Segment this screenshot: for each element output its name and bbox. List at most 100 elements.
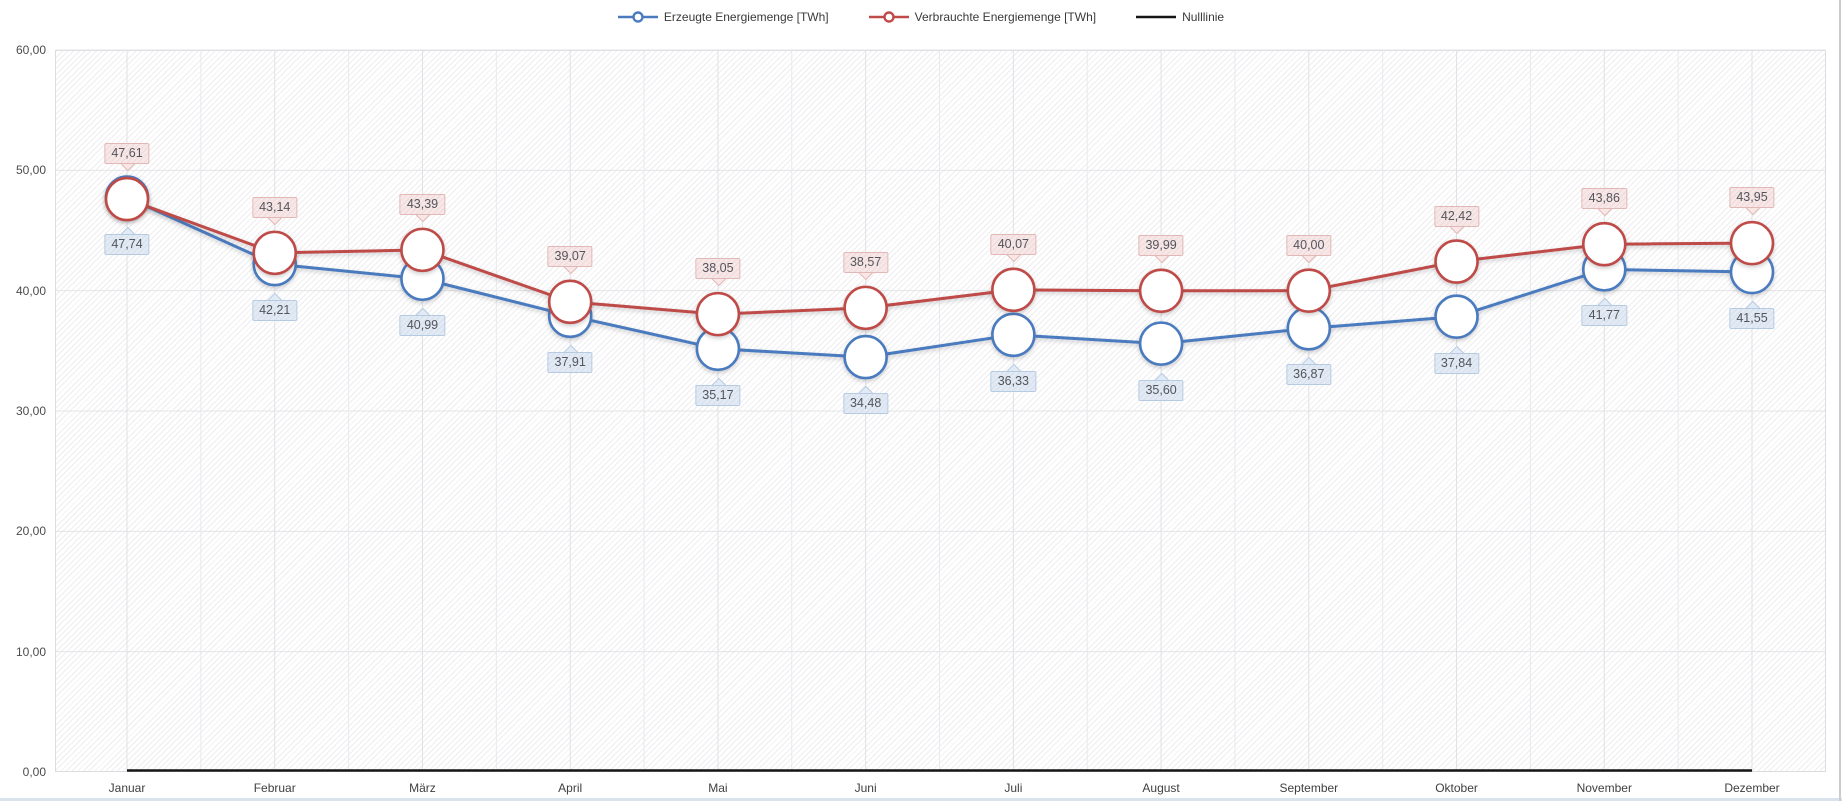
x-axis-label-januar: Januar xyxy=(108,781,146,795)
series-line-erzeugte xyxy=(126,196,1753,359)
data-label-value: 35,60 xyxy=(1138,379,1184,401)
legend-item-nulllinie[interactable]: Nulllinie xyxy=(1136,10,1224,24)
marker-verbrauchte-januar[interactable] xyxy=(104,176,150,222)
data-label-erzeugte-oktober: 37,84 xyxy=(1433,345,1480,374)
data-label-erzeugte-august: 35,60 xyxy=(1138,372,1184,401)
x-axis-label-mai: Mai xyxy=(708,781,728,795)
data-label-verbrauchte-februar: 43,14 xyxy=(252,196,298,226)
marker-verbrauchte-august[interactable] xyxy=(1138,268,1184,314)
marker-verbrauchte-oktober[interactable] xyxy=(1434,239,1479,284)
legend-label-erzeugte: Erzeugte Energiemenge [TWh] xyxy=(663,10,829,24)
y-axis-label-40: 40,00 xyxy=(15,283,46,298)
marker-erzeugte-september[interactable] xyxy=(1286,306,1332,351)
x-axis-label-september: September xyxy=(1279,781,1339,795)
data-label-value: 39,07 xyxy=(547,245,593,267)
data-label-erzeugte-mai: 35,17 xyxy=(695,377,741,406)
legend-swatch-nulllinie xyxy=(1136,15,1177,19)
data-label-erzeugte-juni: 34,48 xyxy=(842,385,889,415)
data-label-value: 40,99 xyxy=(399,314,446,336)
window-right-edge xyxy=(1839,0,1841,801)
series-markers-verbrauchte xyxy=(104,176,1775,337)
data-label-value: 43,86 xyxy=(1581,188,1627,210)
data-label-erzeugte-april: 37,91 xyxy=(547,344,593,373)
marker-verbrauchte-september[interactable] xyxy=(1286,268,1332,313)
data-label-value: 43,39 xyxy=(399,193,446,215)
data-label-verbrauchte-marz: 43,39 xyxy=(399,193,446,223)
y-axis-label-10: 10,00 xyxy=(15,644,46,659)
data-label-value: 38,05 xyxy=(695,258,741,280)
data-label-value: 43,14 xyxy=(252,196,298,218)
data-label-value: 42,21 xyxy=(252,300,298,322)
data-label-verbrauchte-mai: 38,05 xyxy=(695,258,741,287)
data-label-value: 37,91 xyxy=(547,351,593,373)
y-axis-label-60: 60,00 xyxy=(15,43,46,57)
legend-swatch-erzeugte xyxy=(617,11,658,23)
x-axis-label-november: November xyxy=(1576,781,1632,795)
data-label-value: 40,00 xyxy=(1286,234,1332,256)
data-label-verbrauchte-dezember: 43,95 xyxy=(1729,187,1775,216)
marker-erzeugte-juli[interactable] xyxy=(991,312,1036,358)
marker-verbrauchte-februar[interactable] xyxy=(252,230,298,276)
marker-verbrauchte-april[interactable] xyxy=(547,279,593,325)
legend-label-nulllinie: Nulllinie xyxy=(1182,10,1225,24)
data-label-verbrauchte-august: 39,99 xyxy=(1138,234,1184,264)
legend: Erzeugte Energiemenge [TWh] Verbrauchte E… xyxy=(0,6,1842,28)
data-label-value: 41,55 xyxy=(1729,308,1775,329)
legend-marker-erzeugte xyxy=(632,11,644,23)
data-label-verbrauchte-juni: 38,57 xyxy=(842,251,889,281)
y-axis-label-0: 0,00 xyxy=(22,765,46,779)
data-label-verbrauchte-april: 39,07 xyxy=(547,245,593,275)
data-label-verbrauchte-september: 40,00 xyxy=(1286,234,1332,263)
data-label-erzeugte-juli: 36,33 xyxy=(990,363,1036,392)
marker-verbrauchte-mai[interactable] xyxy=(695,291,741,337)
marker-verbrauchte-november[interactable] xyxy=(1581,221,1627,267)
data-label-value: 36,87 xyxy=(1286,364,1332,386)
data-label-value: 42,42 xyxy=(1433,205,1480,227)
data-label-value: 37,84 xyxy=(1433,352,1480,374)
data-label-value: 39,99 xyxy=(1138,234,1184,256)
legend-label-verbrauchte: Verbrauchte Energiemenge [TWh] xyxy=(914,10,1097,24)
y-axis-label-50: 50,00 xyxy=(15,163,46,178)
x-axis-label-marz: März xyxy=(409,781,436,795)
data-label-erzeugte-februar: 42,21 xyxy=(252,292,298,322)
data-label-value: 40,07 xyxy=(990,233,1036,255)
x-axis-label-oktober: Oktober xyxy=(1435,781,1478,795)
legend-item-erzeugte[interactable]: Erzeugte Energiemenge [TWh] xyxy=(617,10,829,24)
data-label-value: 35,17 xyxy=(695,384,741,406)
data-label-erzeugte-november: 41,77 xyxy=(1581,298,1627,327)
x-axis-label-april: April xyxy=(558,781,583,795)
data-label-value: 47,61 xyxy=(104,143,150,165)
legend-item-verbrauchte[interactable]: Verbrauchte Energiemenge [TWh] xyxy=(868,10,1097,24)
marker-erzeugte-august[interactable] xyxy=(1138,321,1184,366)
data-label-value: 41,77 xyxy=(1581,305,1627,327)
data-label-value: 47,74 xyxy=(104,233,150,255)
x-axis-label-juli: Juli xyxy=(1004,781,1023,795)
x-axis-label-dezember: Dezember xyxy=(1724,781,1780,795)
data-label-value: 36,33 xyxy=(990,370,1036,392)
marker-erzeugte-oktober[interactable] xyxy=(1434,294,1479,339)
marker-verbrauchte-marz[interactable] xyxy=(400,227,445,273)
legend-marker-verbrauchte xyxy=(882,11,895,23)
data-label-verbrauchte-oktober: 42,42 xyxy=(1433,205,1480,234)
marker-verbrauchte-juli[interactable] xyxy=(991,267,1036,313)
data-label-value: 34,48 xyxy=(842,393,889,415)
window-bottom-edge xyxy=(0,798,1842,801)
data-label-erzeugte-september: 36,87 xyxy=(1286,357,1332,386)
x-axis-label-august: August xyxy=(1142,781,1180,795)
legend-swatch-verbrauchte xyxy=(868,11,909,23)
data-label-verbrauchte-november: 43,86 xyxy=(1581,188,1627,217)
x-axis-label-juni: Juni xyxy=(854,781,877,795)
data-label-erzeugte-januar: 47,74 xyxy=(104,226,150,255)
marker-erzeugte-juni[interactable] xyxy=(843,334,888,380)
marker-verbrauchte-dezember[interactable] xyxy=(1729,220,1775,266)
data-label-erzeugte-marz: 40,99 xyxy=(399,307,446,336)
data-label-verbrauchte-januar: 47,61 xyxy=(104,143,150,172)
data-label-erzeugte-dezember: 41,55 xyxy=(1729,300,1775,329)
data-label-value: 43,95 xyxy=(1729,187,1775,209)
series-line-verbrauchte xyxy=(126,197,1753,316)
data-label-value: 38,57 xyxy=(842,251,889,273)
marker-verbrauchte-juni[interactable] xyxy=(843,285,888,331)
x-axis-label-februar: Februar xyxy=(253,781,296,795)
